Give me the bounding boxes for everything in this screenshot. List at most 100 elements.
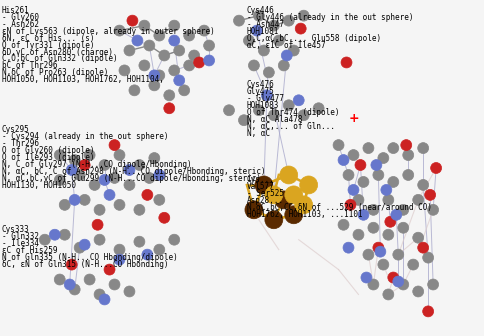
Circle shape bbox=[59, 229, 70, 240]
Circle shape bbox=[255, 176, 273, 194]
Text: - Gly446 (already in the out sphere): - Gly446 (already in the out sphere) bbox=[247, 13, 413, 22]
Circle shape bbox=[408, 259, 419, 270]
Circle shape bbox=[355, 160, 366, 170]
Text: - Asn262: - Asn262 bbox=[2, 19, 39, 29]
Circle shape bbox=[124, 286, 135, 297]
Circle shape bbox=[268, 20, 279, 31]
Circle shape bbox=[343, 242, 354, 253]
Circle shape bbox=[109, 279, 120, 290]
Circle shape bbox=[114, 244, 125, 255]
Circle shape bbox=[333, 140, 344, 151]
Circle shape bbox=[64, 279, 75, 290]
Text: εC of His259: εC of His259 bbox=[2, 246, 58, 255]
Circle shape bbox=[164, 90, 175, 101]
Circle shape bbox=[413, 195, 424, 205]
Circle shape bbox=[398, 204, 409, 215]
Text: δD,γC of Asn280 (charge): δD,γC of Asn280 (charge) bbox=[2, 47, 113, 56]
Circle shape bbox=[375, 246, 386, 257]
Circle shape bbox=[298, 110, 309, 121]
Circle shape bbox=[84, 274, 95, 285]
Text: N, αC,... of Gln...: N, αC,... of Gln... bbox=[247, 122, 335, 131]
Circle shape bbox=[127, 15, 138, 26]
Circle shape bbox=[114, 150, 125, 161]
Circle shape bbox=[164, 103, 175, 114]
Circle shape bbox=[358, 209, 369, 220]
Circle shape bbox=[388, 272, 399, 283]
Circle shape bbox=[114, 199, 125, 210]
Text: N,δC of Pro263 (dipole): N,δC of Pro263 (dipole) bbox=[2, 69, 108, 77]
Circle shape bbox=[383, 195, 394, 205]
Circle shape bbox=[403, 169, 414, 180]
Circle shape bbox=[258, 45, 269, 56]
Circle shape bbox=[423, 252, 434, 263]
Circle shape bbox=[169, 20, 180, 31]
Circle shape bbox=[149, 80, 160, 91]
Circle shape bbox=[368, 204, 379, 215]
Circle shape bbox=[388, 176, 399, 187]
Text: - Cys294 (already in the out sphere): - Cys294 (already in the out sphere) bbox=[2, 132, 168, 141]
Circle shape bbox=[79, 239, 90, 250]
Circle shape bbox=[94, 234, 105, 245]
Text: O of Thr474 (dipole): O of Thr474 (dipole) bbox=[247, 108, 339, 117]
Circle shape bbox=[66, 259, 77, 270]
Circle shape bbox=[403, 150, 414, 161]
Text: Cys...: Cys... bbox=[247, 175, 275, 184]
Text: O of Tyr331 (dipole): O of Tyr331 (dipole) bbox=[2, 41, 94, 49]
Text: Cys476: Cys476 bbox=[247, 80, 275, 89]
Circle shape bbox=[285, 186, 302, 204]
Circle shape bbox=[132, 35, 143, 46]
Text: O of Gly260 (dipole): O of Gly260 (dipole) bbox=[2, 146, 94, 155]
Circle shape bbox=[154, 169, 165, 180]
Circle shape bbox=[295, 196, 313, 214]
Circle shape bbox=[428, 279, 439, 290]
Circle shape bbox=[99, 160, 110, 170]
Text: HOH1081: HOH1081 bbox=[247, 27, 279, 36]
Circle shape bbox=[423, 306, 434, 317]
Circle shape bbox=[189, 50, 199, 61]
Circle shape bbox=[114, 25, 125, 36]
Circle shape bbox=[174, 45, 185, 56]
Text: - Ile334: - Ile334 bbox=[2, 239, 39, 248]
Text: Cys446: Cys446 bbox=[247, 6, 275, 15]
Text: - Gly477: - Gly477 bbox=[247, 94, 284, 103]
Circle shape bbox=[348, 184, 359, 195]
Text: HOH1762, HOH1103, ...1101: HOH1762, HOH1103, ...1101 bbox=[247, 210, 363, 219]
Circle shape bbox=[378, 259, 389, 270]
Circle shape bbox=[278, 60, 289, 71]
Circle shape bbox=[298, 10, 309, 21]
Text: - Ser525: - Ser525 bbox=[247, 189, 284, 198]
Circle shape bbox=[184, 60, 195, 71]
Circle shape bbox=[224, 105, 234, 116]
Circle shape bbox=[69, 195, 80, 205]
Circle shape bbox=[343, 169, 354, 180]
Circle shape bbox=[388, 142, 399, 154]
Circle shape bbox=[104, 264, 115, 275]
Circle shape bbox=[159, 212, 170, 223]
Circle shape bbox=[39, 234, 50, 245]
Text: His261: His261 bbox=[2, 6, 30, 15]
Circle shape bbox=[418, 242, 429, 253]
Text: HOH1050, HOH1103, HOH1762, HOH1104,: HOH1050, HOH1103, HOH1762, HOH1104, bbox=[2, 75, 164, 84]
Circle shape bbox=[54, 274, 65, 285]
Text: - Asn447: - Asn447 bbox=[247, 19, 284, 29]
Circle shape bbox=[142, 190, 153, 200]
Circle shape bbox=[313, 103, 324, 114]
Circle shape bbox=[295, 23, 306, 34]
Text: N, αC: N, αC bbox=[247, 129, 270, 138]
Circle shape bbox=[348, 150, 359, 161]
Circle shape bbox=[169, 65, 180, 76]
Text: Gly475: Gly475 bbox=[247, 87, 275, 96]
Circle shape bbox=[124, 179, 135, 191]
Text: N, αC Ala478: N, αC Ala478 bbox=[247, 115, 302, 124]
Text: HOH1083: HOH1083 bbox=[247, 101, 279, 110]
Circle shape bbox=[353, 229, 364, 240]
Circle shape bbox=[280, 166, 298, 184]
Circle shape bbox=[265, 186, 283, 204]
Circle shape bbox=[373, 169, 384, 180]
Text: - Thr296: - Thr296 bbox=[2, 139, 39, 148]
Circle shape bbox=[281, 50, 292, 61]
Circle shape bbox=[371, 160, 382, 170]
Circle shape bbox=[204, 55, 214, 66]
Text: - Gly260: - Gly260 bbox=[2, 13, 39, 22]
Circle shape bbox=[368, 279, 379, 290]
